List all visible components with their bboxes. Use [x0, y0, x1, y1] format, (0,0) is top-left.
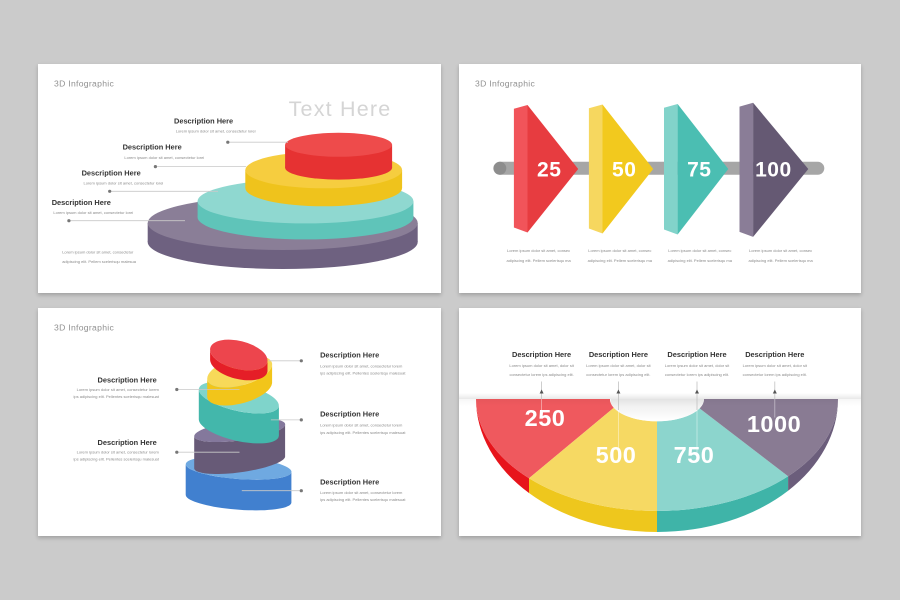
- svg-text:Lorem ipsum dolor sit amet, co: Lorem ipsum dolor sit amet, consectetur …: [84, 181, 164, 186]
- svg-text:Lorem ipsum dolor sit amet, do: Lorem ipsum dolor sit amet, dolor sit: [665, 363, 730, 368]
- svg-text:consectetur lorem ips adipisci: consectetur lorem ips adipiscing elit.: [509, 372, 573, 377]
- svg-text:adipiscing elit. Pellem sceler: adipiscing elit. Pellem scelerisqu males…: [62, 259, 137, 264]
- svg-text:Description Here: Description Here: [174, 116, 233, 125]
- svg-text:adipiscing elit. Pellem sceler: adipiscing elit. Pellem scelerisqu ma: [668, 258, 733, 263]
- svg-text:ips adipiscing elit. Pellentes: ips adipiscing elit. Pellentes scelerisq…: [74, 457, 160, 462]
- svg-text:Lorem ipsum dolor sit amet, co: Lorem ipsum dolor sit amet, consectetur …: [53, 210, 133, 215]
- svg-text:Lorem ipsum dolor sit amet, co: Lorem ipsum dolor sit amet, consec: [507, 248, 570, 253]
- svg-text:consectetur lorem ips adipisci: consectetur lorem ips adipiscing elit.: [586, 372, 650, 377]
- svg-text:consectetur lorem ips adipisci: consectetur lorem ips adipiscing elit.: [743, 372, 807, 377]
- svg-text:75: 75: [687, 158, 711, 181]
- svg-text:Lorem ipsum dolor sit amet, do: Lorem ipsum dolor sit amet, dolor sit: [743, 363, 808, 368]
- svg-text:Description Here: Description Here: [123, 143, 182, 152]
- svg-text:adipiscing elit. Pellem sceler: adipiscing elit. Pellem scelerisqu ma: [748, 258, 813, 263]
- svg-text:Description Here: Description Here: [667, 350, 726, 359]
- svg-text:250: 250: [525, 405, 566, 431]
- svg-text:Lorem ipsum dolor sit amet, co: Lorem ipsum dolor sit amet, consectetur …: [176, 129, 256, 134]
- svg-text:Lorem ipsum dolor sit amet, co: Lorem ipsum dolor sit amet, consectetur …: [320, 423, 403, 428]
- svg-text:consectetur lorem ips adipisci: consectetur lorem ips adipiscing elit.: [665, 372, 729, 377]
- svg-text:50: 50: [612, 158, 636, 181]
- svg-text:Description Here: Description Here: [98, 438, 157, 447]
- svg-text:Description Here: Description Here: [512, 350, 571, 359]
- svg-text:Lorem ipsum dolor sit amet, co: Lorem ipsum dolor sit amet, consectetur: [62, 250, 134, 255]
- svg-text:Lorem ipsum dolor sit amet, co: Lorem ipsum dolor sit amet, consec: [588, 248, 651, 253]
- svg-text:adipiscing elit. Pellem sceler: adipiscing elit. Pellem scelerisqu ma: [588, 258, 653, 263]
- svg-text:Lorem ipsum dolor sit amet, co: Lorem ipsum dolor sit amet, consectetur …: [77, 450, 160, 455]
- svg-text:500: 500: [596, 442, 637, 468]
- svg-text:Text Here: Text Here: [289, 97, 392, 121]
- svg-text:Lorem ipsum dolor sit amet, co: Lorem ipsum dolor sit amet, consectetur …: [77, 387, 160, 392]
- svg-text:ips adipiscing elit. Pellentes: ips adipiscing elit. Pellentes scelerisq…: [74, 394, 160, 399]
- svg-text:25: 25: [537, 158, 561, 181]
- svg-text:750: 750: [674, 442, 715, 468]
- svg-text:Lorem ipsum dolor sit amet, co: Lorem ipsum dolor sit amet, consectetur …: [124, 155, 204, 160]
- svg-text:Description Here: Description Here: [745, 350, 804, 359]
- svg-text:100: 100: [755, 158, 792, 181]
- svg-text:1000: 1000: [747, 411, 801, 437]
- svg-text:ips adipiscing elit. Pellentes: ips adipiscing elit. Pellentes scelerisq…: [320, 371, 406, 376]
- svg-text:Description Here: Description Here: [589, 350, 648, 359]
- svg-text:ips adipiscing elit. Pellentes: ips adipiscing elit. Pellentes scelerisq…: [320, 430, 406, 435]
- svg-text:Description Here: Description Here: [82, 168, 141, 177]
- svg-text:Description Here: Description Here: [320, 350, 379, 359]
- svg-text:ips adipiscing elit. Pellentes: ips adipiscing elit. Pellentes scelerisq…: [320, 497, 406, 502]
- svg-text:Lorem ipsum dolor sit amet, co: Lorem ipsum dolor sit amet, consectetur …: [320, 364, 403, 369]
- svg-text:adipiscing elit. Pellem sceler: adipiscing elit. Pellem scelerisqu ma: [506, 258, 571, 263]
- svg-text:Lorem ipsum dolor sit amet, do: Lorem ipsum dolor sit amet, dolor sit: [509, 363, 574, 368]
- svg-text:Lorem ipsum dolor sit amet, do: Lorem ipsum dolor sit amet, dolor sit: [586, 363, 651, 368]
- svg-text:3D Infographic: 3D Infographic: [54, 79, 114, 89]
- svg-text:Description Here: Description Here: [320, 409, 379, 418]
- svg-text:Description Here: Description Here: [320, 478, 379, 487]
- svg-text:Description Here: Description Here: [98, 376, 157, 385]
- svg-text:Lorem ipsum dolor sit amet, co: Lorem ipsum dolor sit amet, consectetur …: [320, 490, 403, 495]
- svg-text:Lorem ipsum dolor sit amet, co: Lorem ipsum dolor sit amet, consec: [668, 248, 731, 253]
- svg-text:Description Here: Description Here: [52, 198, 111, 207]
- svg-text:3D Infographic: 3D Infographic: [54, 323, 114, 333]
- svg-text:Lorem ipsum dolor sit amet, co: Lorem ipsum dolor sit amet, consec: [749, 248, 812, 253]
- svg-text:3D Infographic: 3D Infographic: [475, 79, 535, 89]
